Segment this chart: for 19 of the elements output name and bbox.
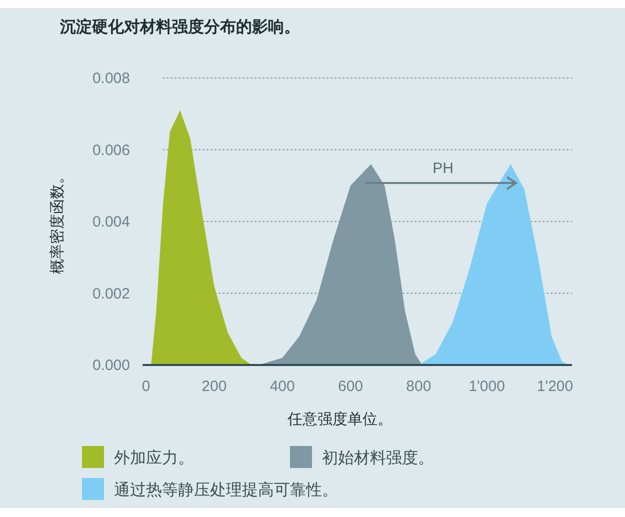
y-tick-label: 0.004 <box>92 214 130 230</box>
legend-label: 外加应力。 <box>114 449 194 467</box>
y-tick-label: 0.002 <box>92 285 130 302</box>
x-tick-label: 1'200 <box>536 378 574 395</box>
legend-label: 初始材料强度。 <box>322 449 434 467</box>
x-tick-label: 600 <box>338 378 364 395</box>
legend-label: 通过热等静压处理提高可靠性。 <box>114 481 338 499</box>
y-tick-label: 0.006 <box>92 142 130 159</box>
annotation: PH <box>432 160 454 177</box>
x-tick-label: 400 <box>270 378 295 395</box>
x-axis-title: 任意强度单位。 <box>286 411 392 428</box>
x-tick-label: 0 <box>142 378 150 395</box>
chart-title: 沉淀硬化对材料强度分布的影响。 <box>59 17 300 36</box>
x-tick-label: 200 <box>202 378 227 395</box>
x-tick-label: 800 <box>406 378 432 395</box>
y-axis-title: 概率密度函数。 <box>49 169 66 274</box>
x-tick-label: 1'000 <box>468 378 505 395</box>
y-tick-label: 0.008 <box>92 70 130 87</box>
y-tick-label: 0.000 <box>92 357 130 374</box>
